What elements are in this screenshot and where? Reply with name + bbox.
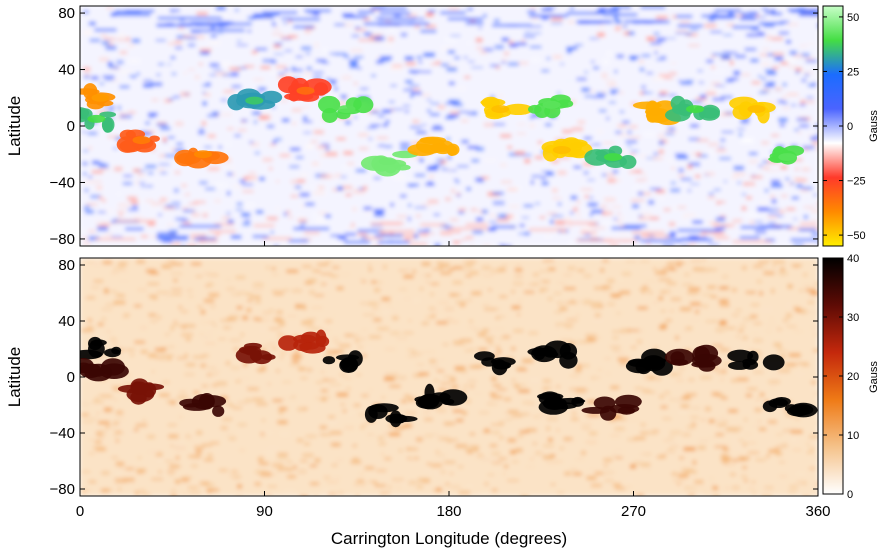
top-y-axis-label: Latitude	[5, 96, 24, 157]
bottom-y-tick-label: 40	[58, 313, 75, 330]
top-active-region	[227, 88, 283, 111]
bottom-y-axis-label: Latitude	[5, 347, 24, 408]
top-active-region	[80, 83, 116, 110]
bottom-active-region	[179, 393, 227, 417]
bottom-active-region	[762, 397, 818, 418]
bottom-active-region	[581, 394, 642, 421]
top-active-region	[407, 136, 460, 156]
top-active-region	[277, 76, 332, 102]
top-colorbar-label: Gauss	[868, 110, 880, 142]
bottom-colorbar-ticks: 40 30 20 10 0	[823, 253, 859, 501]
bottom-colorbar-label: Gauss	[868, 361, 880, 393]
top-active-region	[174, 147, 229, 169]
top-y-tick-label: 80	[58, 5, 75, 22]
top-colorbar-tick-label: −50	[847, 230, 866, 242]
top-panel: 80 40 0 −40 −80 Latitude 50 25 0 −25 −50 Gauss	[5, 5, 880, 248]
top-active-region	[318, 95, 374, 123]
bottom-active-region	[80, 358, 129, 382]
top-active-region	[768, 145, 805, 165]
bottom-heatmap-area	[80, 258, 818, 496]
bottom-y-tick-label: 80	[58, 257, 75, 274]
bottom-active-region	[322, 350, 363, 373]
top-active-region	[80, 107, 117, 133]
bottom-active-region	[664, 344, 722, 372]
top-active-region	[360, 150, 419, 177]
top-active-region	[528, 94, 574, 119]
top-colorbar-tick-label: 0	[847, 121, 853, 133]
bottom-y-axis: 80 40 0 −40 −80	[50, 257, 818, 498]
x-tick-label: 0	[76, 503, 84, 520]
top-y-tick-label: 0	[67, 118, 75, 135]
x-tick-label: 90	[256, 503, 273, 520]
bottom-active-region	[278, 329, 330, 354]
bottom-colorbar-tick-label: 10	[847, 430, 859, 442]
top-heatmap-area	[80, 6, 818, 246]
bottom-active-region	[80, 336, 122, 360]
top-y-tick-label: −40	[50, 174, 75, 191]
bottom-colorbar: 40 30 20 10 0 Gauss	[822, 253, 880, 501]
bottom-colorbar-tick-label: 0	[847, 489, 853, 501]
top-colorbar-tick-label: 50	[847, 12, 859, 24]
top-colorbar: 50 25 0 −25 −50 Gauss	[822, 5, 880, 247]
bottom-colorbar-tick-label: 30	[847, 312, 859, 324]
bottom-active-region	[364, 403, 418, 428]
bottom-y-tick-label: 0	[67, 369, 75, 386]
bottom-panel: 80 40 0 −40 −80 0 90 180 270 360 Latitude Carrin…	[5, 241, 880, 548]
bottom-x-axis: 0 90 180 270 360	[76, 241, 831, 520]
bottom-active-region	[527, 340, 578, 369]
bottom-active-region	[474, 351, 516, 376]
top-colorbar-tick-label: 25	[847, 66, 859, 78]
top-y-tick-label: −80	[50, 231, 75, 248]
x-axis-label: Carrington Longitude (degrees)	[331, 529, 567, 548]
bottom-active-region	[537, 391, 586, 415]
bottom-active-region	[235, 342, 276, 365]
top-active-region	[541, 137, 593, 162]
bottom-colorbar-tick-label: 20	[847, 371, 859, 383]
bottom-y-tick-label: −80	[50, 481, 75, 498]
top-y-axis: 80 40 0 −40 −80	[50, 5, 818, 248]
x-tick-label: 360	[805, 503, 830, 520]
bottom-active-region	[414, 383, 468, 410]
x-tick-label: 180	[436, 503, 461, 520]
top-active-region	[729, 96, 776, 124]
top-active-region	[480, 96, 534, 120]
bottom-colorbar-tick-label: 40	[847, 253, 859, 265]
bottom-active-region	[117, 378, 165, 405]
bottom-active-region	[727, 349, 785, 371]
top-colorbar-ticks: 50 25 0 −25 −50	[823, 12, 866, 242]
top-active-region	[116, 129, 160, 153]
x-tick-label: 270	[621, 503, 646, 520]
top-y-tick-label: 40	[58, 62, 75, 79]
top-colorbar-tick-label: −25	[847, 176, 866, 188]
bottom-active-region	[625, 348, 673, 376]
bottom-y-tick-label: −40	[50, 425, 75, 442]
top-active-region	[584, 145, 637, 169]
top-active-region	[665, 95, 720, 122]
